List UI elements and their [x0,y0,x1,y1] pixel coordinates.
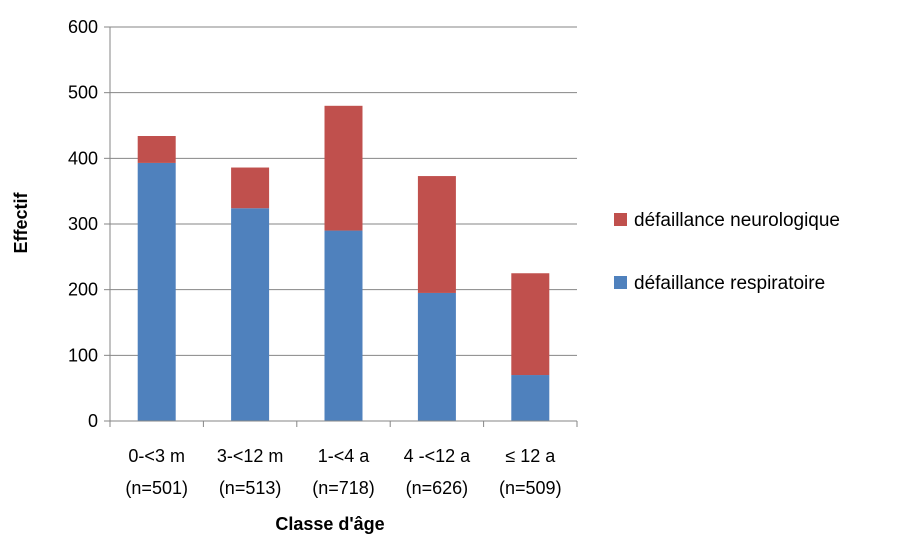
bar-segment-neurologique [417,176,456,293]
bar-segment-neurologique [511,273,550,376]
x-tick-labels: 0-<3 m (n=501) 3-<12 m (n=513) 1-<4 a (n=718)… [125,446,561,498]
legend: défaillance neurologique défaillance resp… [614,210,840,294]
x-tick-label: 3-<12 m [217,446,284,466]
x-tick-label: (n=501) [125,478,188,498]
x-tick-label: 4 -<12 a [404,446,472,466]
y-tick-label: 600 [68,17,98,37]
x-tick-label: (n=626) [406,478,469,498]
bars [137,105,550,421]
axes [104,26,578,427]
bar-segment-respiratoire [137,162,176,421]
x-tick-label: 0-<3 m [128,446,185,466]
y-tick-label: 500 [68,83,98,103]
bar-segment-respiratoire [231,208,270,421]
legend-label: défaillance respiratoire [634,273,825,294]
y-axis-title: Effectif [11,191,31,253]
y-tick-label: 400 [68,148,98,168]
y-tick-labels: 0 100 200 300 400 500 600 [68,17,98,431]
x-tick-label: ≤ 12 a [505,446,556,466]
y-tick-label: 300 [68,214,98,234]
y-tick-label: 200 [68,280,98,300]
x-tick-label: 1-<4 a [318,446,371,466]
legend-swatch [614,213,627,226]
bar-segment-respiratoire [324,230,363,421]
x-tick-label: (n=718) [312,478,375,498]
y-tick-label: 0 [88,411,98,431]
x-tick-label: (n=509) [499,478,562,498]
bar-segment-respiratoire [417,292,456,421]
x-tick-label: (n=513) [219,478,282,498]
bar-segment-respiratoire [511,375,550,421]
bar-segment-neurologique [324,105,363,231]
legend-label: défaillance neurologique [634,210,840,231]
legend-swatch [614,276,627,289]
y-tick-label: 100 [68,345,98,365]
bar-segment-neurologique [231,167,270,209]
bar-segment-neurologique [137,136,176,163]
x-axis-title: Classe d'âge [275,514,384,534]
